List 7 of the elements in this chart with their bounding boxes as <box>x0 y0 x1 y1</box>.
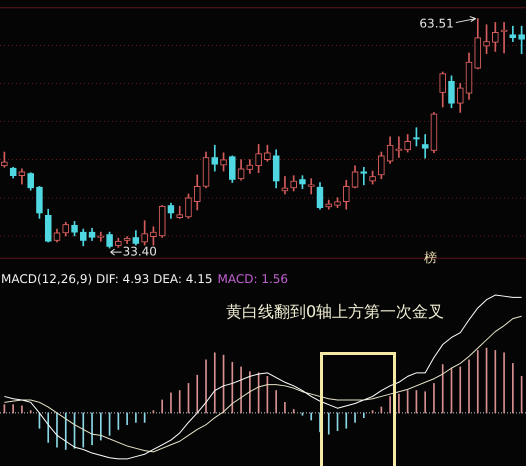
chart-title: MACD(12,26,9) DIF: 4.93 DEA: 4.15 <box>1 272 212 286</box>
text: MACD: 1.56 <box>218 272 288 286</box>
annotation: 黄白线翻到0轴上方第一次金叉 <box>226 302 444 323</box>
candlestick <box>483 24 490 54</box>
annotation: 63.51 <box>419 16 454 31</box>
annotation: 33.40 <box>122 244 157 258</box>
annotation: 榜 <box>424 251 437 266</box>
